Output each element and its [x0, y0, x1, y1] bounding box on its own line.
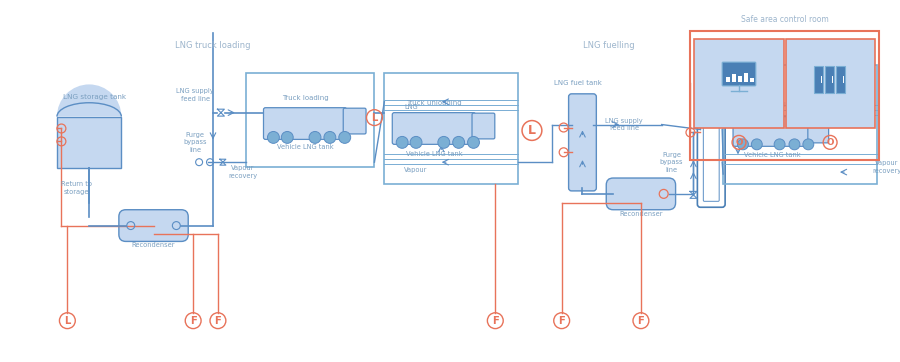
Circle shape — [789, 139, 800, 150]
Circle shape — [737, 139, 749, 150]
FancyBboxPatch shape — [738, 76, 742, 82]
Text: LNG dispenser: LNG dispenser — [711, 73, 761, 80]
Text: Supervisory and
validation software: Supervisory and validation software — [709, 110, 769, 121]
Text: L: L — [528, 124, 536, 137]
FancyBboxPatch shape — [732, 74, 736, 82]
FancyBboxPatch shape — [607, 178, 676, 210]
Text: F: F — [214, 316, 221, 326]
Text: Vapour: Vapour — [404, 167, 428, 173]
FancyBboxPatch shape — [825, 66, 834, 93]
Text: Recondenser: Recondenser — [619, 211, 662, 217]
Text: Truck fuelling: Truck fuelling — [749, 102, 796, 108]
Text: F: F — [558, 316, 565, 326]
Text: F: F — [492, 316, 499, 326]
FancyBboxPatch shape — [57, 117, 122, 168]
FancyBboxPatch shape — [569, 94, 597, 191]
Wedge shape — [57, 84, 122, 117]
FancyBboxPatch shape — [744, 73, 748, 82]
FancyBboxPatch shape — [808, 117, 829, 143]
Text: Vapour
recovery: Vapour recovery — [228, 165, 257, 179]
Text: Return to
storage: Return to storage — [61, 181, 92, 195]
Text: Truck loading: Truck loading — [282, 95, 328, 101]
FancyBboxPatch shape — [119, 210, 188, 241]
Text: Truck unloading: Truck unloading — [406, 100, 462, 106]
Text: LNG storage tank: LNG storage tank — [62, 94, 126, 100]
FancyBboxPatch shape — [472, 113, 495, 139]
FancyBboxPatch shape — [343, 108, 366, 134]
Text: Vapour
recovery: Vapour recovery — [872, 160, 900, 174]
Circle shape — [468, 136, 480, 148]
Text: L: L — [64, 316, 70, 326]
FancyBboxPatch shape — [750, 78, 754, 82]
Text: O: O — [826, 138, 834, 147]
FancyBboxPatch shape — [264, 108, 346, 139]
Text: Vehicle LNG tank: Vehicle LNG tank — [744, 152, 800, 158]
Text: Purge
bypass
line: Purge bypass line — [660, 152, 683, 173]
FancyBboxPatch shape — [786, 39, 875, 129]
Text: LNG truck loading: LNG truck loading — [176, 41, 251, 50]
Text: F: F — [637, 316, 644, 326]
Text: O: O — [735, 138, 742, 147]
FancyBboxPatch shape — [722, 62, 756, 86]
Text: L: L — [372, 113, 378, 123]
Circle shape — [309, 131, 321, 143]
Circle shape — [437, 136, 450, 148]
Circle shape — [282, 131, 293, 143]
FancyBboxPatch shape — [814, 66, 824, 93]
Text: Metering control
cabinets: Metering control cabinets — [804, 110, 856, 121]
Circle shape — [752, 139, 762, 150]
Circle shape — [774, 139, 785, 150]
FancyBboxPatch shape — [836, 66, 845, 93]
Text: LNG fuel tank: LNG fuel tank — [554, 80, 601, 86]
FancyBboxPatch shape — [726, 77, 730, 82]
Text: F: F — [190, 316, 196, 326]
Text: Recondenser: Recondenser — [131, 243, 176, 248]
FancyBboxPatch shape — [392, 113, 475, 144]
Text: Vehicle LNG tank: Vehicle LNG tank — [406, 151, 463, 157]
Text: Vehicle LNG tank: Vehicle LNG tank — [277, 144, 333, 150]
Circle shape — [396, 136, 408, 148]
Circle shape — [324, 131, 336, 143]
Text: Safe area control room: Safe area control room — [741, 15, 828, 24]
Text: LNG supply
feed line: LNG supply feed line — [176, 88, 214, 102]
Circle shape — [803, 139, 814, 150]
Circle shape — [338, 131, 351, 143]
FancyBboxPatch shape — [733, 117, 811, 146]
Text: LNG supply
feed line: LNG supply feed line — [606, 118, 643, 131]
Circle shape — [410, 136, 422, 148]
Text: Purge
bypass
line: Purge bypass line — [184, 132, 207, 153]
Text: LNG: LNG — [404, 104, 418, 110]
Circle shape — [453, 136, 464, 148]
Text: LNG fuelling: LNG fuelling — [583, 41, 635, 50]
Circle shape — [267, 131, 279, 143]
FancyBboxPatch shape — [695, 39, 784, 129]
